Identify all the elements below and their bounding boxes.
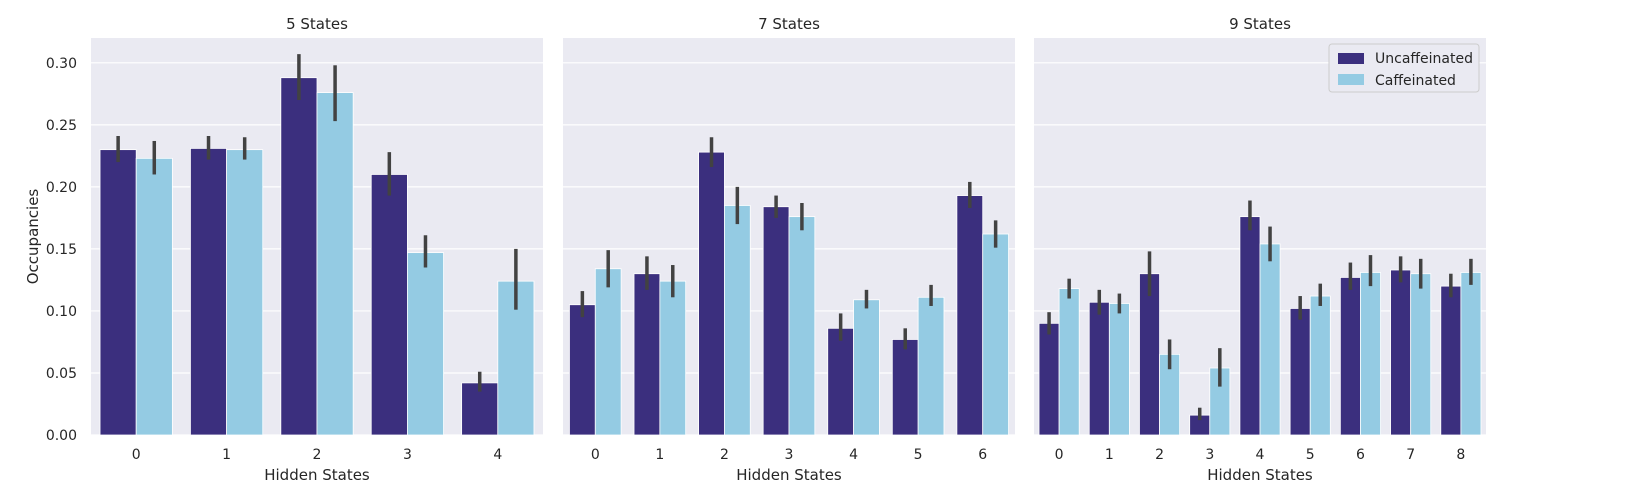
x-axis-label: Hidden States — [1207, 466, 1313, 484]
bar-caffeinated — [1309, 295, 1331, 436]
bar-uncaffeinated — [99, 149, 137, 436]
bar-uncaffeinated — [1339, 277, 1361, 436]
bar-uncaffeinated — [891, 339, 919, 436]
x-tick-label: 3 — [403, 447, 412, 463]
bar-uncaffeinated — [569, 304, 596, 436]
y-tick-label: 0.20 — [46, 180, 77, 196]
bar-caffeinated — [853, 299, 880, 436]
bar-caffeinated — [982, 233, 1009, 436]
x-axis-label: Hidden States — [264, 466, 370, 484]
x-tick-label: 3 — [1205, 447, 1214, 463]
y-axis-label: Occupancies — [24, 189, 42, 285]
y-tick-label: 0.05 — [46, 366, 77, 382]
bar-uncaffeinated — [633, 273, 661, 436]
panel-title: 5 States — [286, 15, 348, 33]
x-tick-label: 6 — [978, 447, 987, 463]
bar-caffeinated — [594, 268, 622, 436]
y-tick-label: 0.00 — [46, 428, 77, 444]
x-tick-label: 4 — [1256, 447, 1265, 463]
bar-uncaffeinated — [1139, 273, 1160, 436]
x-tick-label: 7 — [1406, 447, 1415, 463]
x-tick-label: 1 — [1105, 447, 1114, 463]
y-tick-label: 0.30 — [46, 56, 77, 72]
y-tick-label: 0.15 — [46, 242, 77, 258]
bar-uncaffeinated — [280, 77, 318, 436]
bar-uncaffeinated — [1440, 285, 1462, 436]
x-tick-label: 3 — [785, 447, 794, 463]
bar-caffeinated — [1410, 273, 1432, 436]
bar-uncaffeinated — [1038, 322, 1060, 436]
bar-uncaffeinated — [956, 195, 984, 436]
x-tick-label: 5 — [914, 447, 923, 463]
x-tick-label: 4 — [849, 447, 858, 463]
bar-caffeinated — [724, 205, 751, 436]
bar-caffeinated — [1360, 272, 1381, 436]
x-tick-label: 0 — [132, 447, 141, 463]
bar-uncaffeinated — [827, 327, 854, 436]
x-axis-label: Hidden States — [736, 466, 842, 484]
bar-uncaffeinated — [698, 151, 725, 436]
x-tick-label: 1 — [655, 447, 664, 463]
bar-caffeinated — [1259, 243, 1281, 436]
bar-caffeinated — [226, 149, 264, 436]
bar-caffeinated — [917, 296, 945, 436]
x-tick-label: 4 — [493, 447, 502, 463]
bar-uncaffeinated — [1239, 216, 1261, 436]
bar-uncaffeinated — [370, 174, 408, 436]
legend-label-caffeinated: Caffeinated — [1375, 73, 1456, 89]
x-tick-label: 2 — [1155, 447, 1164, 463]
x-tick-label: 5 — [1306, 447, 1315, 463]
y-tick-label: 0.10 — [46, 304, 77, 320]
bar-caffeinated — [135, 157, 173, 436]
bar-uncaffeinated — [1390, 269, 1412, 436]
x-tick-label: 0 — [1055, 447, 1064, 463]
bar-caffeinated — [316, 92, 354, 436]
legend-box — [1328, 43, 1480, 93]
bar-uncaffeinated — [190, 148, 228, 436]
x-tick-label: 1 — [222, 447, 231, 463]
x-tick-label: 2 — [720, 447, 729, 463]
bar-caffeinated — [659, 280, 687, 436]
bar-caffeinated — [1460, 272, 1482, 436]
x-tick-label: 2 — [313, 447, 322, 463]
bar-caffeinated — [1058, 288, 1080, 436]
bar-uncaffeinated — [1289, 308, 1311, 436]
bar-caffeinated — [788, 216, 816, 436]
legend-swatch-uncaffeinated — [1338, 53, 1364, 64]
panel-title: 9 States — [1229, 15, 1291, 33]
bar-uncaffeinated — [762, 206, 790, 436]
panel-title: 7 States — [758, 15, 820, 33]
bar-uncaffeinated — [1088, 301, 1110, 436]
legend-label-uncaffeinated: Uncaffeinated — [1375, 51, 1473, 67]
x-tick-label: 8 — [1456, 447, 1465, 463]
legend-swatch-caffeinated — [1338, 74, 1364, 85]
bar-caffeinated — [1108, 303, 1130, 436]
x-tick-label: 6 — [1356, 447, 1365, 463]
bar-caffeinated — [406, 252, 444, 436]
y-tick-label: 0.25 — [46, 118, 77, 134]
x-tick-label: 0 — [591, 447, 600, 463]
